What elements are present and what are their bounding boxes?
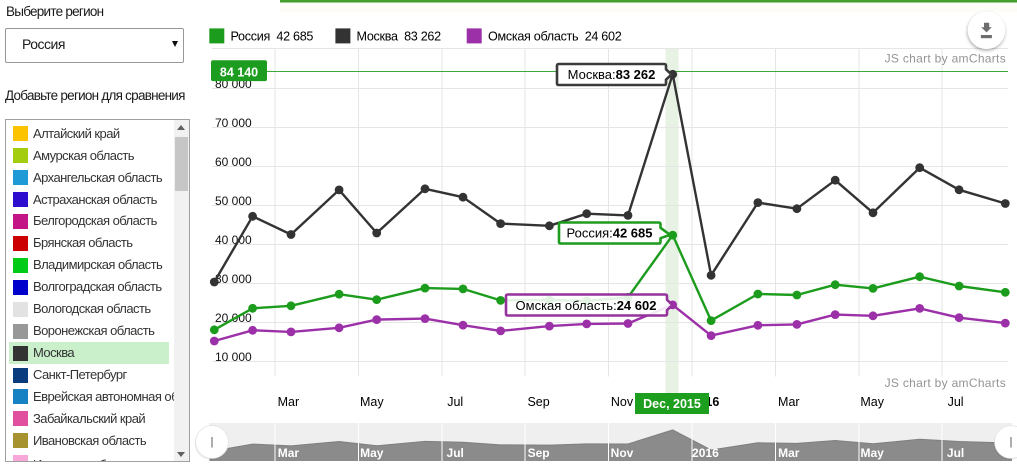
svg-text:Sep: Sep: [527, 395, 549, 409]
svg-text:May: May: [861, 446, 885, 460]
svg-text:Jul: Jul: [947, 446, 964, 460]
svg-text:Jul: Jul: [447, 446, 464, 460]
svg-text:Mar: Mar: [278, 395, 300, 409]
svg-text:84 140: 84 140: [220, 65, 258, 79]
svg-text:Nov: Nov: [611, 446, 634, 460]
svg-text:70 000: 70 000: [215, 116, 252, 130]
svg-text:30 000: 30 000: [215, 272, 252, 286]
svg-text:10 000: 10 000: [215, 350, 252, 364]
svg-text:Mar: Mar: [778, 395, 800, 409]
svg-text:May: May: [860, 395, 884, 409]
svg-text:May: May: [360, 446, 384, 460]
svg-text:50 000: 50 000: [215, 194, 252, 208]
svg-text:Mar: Mar: [778, 446, 800, 460]
svg-text:Москва:83 262: Москва:83 262: [568, 67, 656, 82]
svg-text:Россия:42 685: Россия:42 685: [566, 226, 652, 241]
svg-text:Jul: Jul: [447, 395, 463, 409]
svg-text:Jul: Jul: [948, 395, 964, 409]
svg-text:Омская область 24 602: Омская область 24 602: [488, 30, 622, 44]
svg-text:40 000: 40 000: [215, 233, 252, 247]
svg-text:Sep: Sep: [528, 446, 550, 460]
svg-text:Омская область:24 602: Омская область:24 602: [516, 298, 657, 313]
svg-text:60 000: 60 000: [215, 155, 252, 169]
svg-text:Mar: Mar: [278, 446, 300, 460]
svg-text:2016: 2016: [692, 446, 719, 460]
svg-text:JS chart by amCharts: JS chart by amCharts: [885, 52, 1006, 66]
svg-text:Москва 83 262: Москва 83 262: [357, 30, 442, 44]
svg-text:Россия 42 685: Россия 42 685: [231, 30, 314, 44]
svg-text:Nov: Nov: [611, 395, 634, 409]
svg-text:May: May: [360, 395, 384, 409]
svg-text:Dec, 2015: Dec, 2015: [643, 397, 701, 411]
svg-text:JS chart by amCharts: JS chart by amCharts: [885, 376, 1006, 390]
